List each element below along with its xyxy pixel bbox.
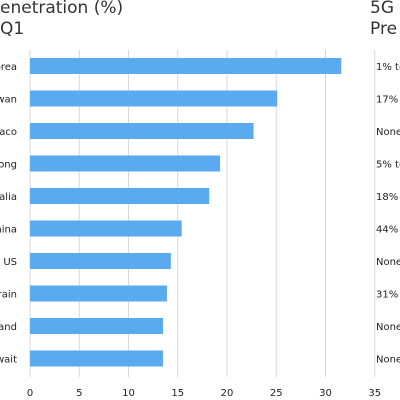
bar-wait xyxy=(30,350,163,367)
x-tick-label: 30 xyxy=(319,388,332,399)
bar-orea xyxy=(30,58,342,74)
category-label: hina xyxy=(0,225,17,236)
bar-naco xyxy=(30,123,254,139)
bar-rain xyxy=(30,285,167,302)
premium-label: 17% t xyxy=(376,95,400,106)
chart-title-line-1: enetration (%) xyxy=(0,0,124,18)
category-label: naco xyxy=(0,127,17,138)
x-tick-label: 35 xyxy=(368,388,381,399)
category-label: and xyxy=(0,322,17,333)
right-panel-title-line-2: Pre xyxy=(370,19,398,39)
x-tick-label: 0 xyxy=(27,388,33,399)
premium-label: 1% to xyxy=(376,62,400,73)
x-tick-label: 15 xyxy=(171,388,184,399)
bar-and xyxy=(30,318,163,334)
x-tick-label: 20 xyxy=(221,388,234,399)
x-tick-label: 10 xyxy=(122,388,135,399)
chart-title-line-2: Q1 xyxy=(0,19,25,39)
premium-label: 44% t xyxy=(376,225,400,236)
category-label: wan xyxy=(0,95,17,106)
bar-hina xyxy=(30,220,182,237)
x-tick-label: 25 xyxy=(270,388,283,399)
category-label: wait xyxy=(0,355,17,366)
bar-wan xyxy=(30,90,278,107)
bar-us xyxy=(30,253,171,269)
category-label: ralia xyxy=(0,192,17,203)
premium-label: 31% t xyxy=(376,290,400,301)
premium-label: None xyxy=(376,127,400,138)
category-label: rain xyxy=(0,290,17,301)
bar-ralia xyxy=(30,188,210,204)
premium-label: None xyxy=(376,355,400,366)
premium-label: None xyxy=(376,257,400,268)
premium-label: 5% to xyxy=(376,160,400,171)
category-label: orea xyxy=(0,62,17,73)
x-tick-label: 5 xyxy=(76,388,82,399)
premium-label: None xyxy=(376,322,400,333)
premium-label: 18% t xyxy=(376,192,400,203)
bar-ong xyxy=(30,155,221,172)
category-label: ong xyxy=(0,160,17,171)
category-label: US xyxy=(3,257,17,268)
